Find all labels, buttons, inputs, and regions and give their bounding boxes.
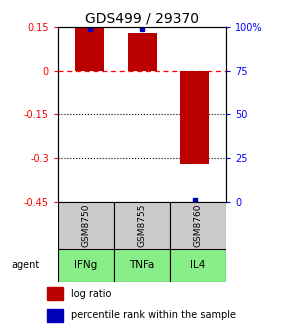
- Text: TNFa: TNFa: [129, 260, 155, 270]
- Text: percentile rank within the sample: percentile rank within the sample: [71, 310, 236, 321]
- Bar: [128, 33, 157, 71]
- Bar: [114, 202, 170, 249]
- Bar: [180, 71, 209, 164]
- Bar: [48, 288, 63, 300]
- Text: IFNg: IFNg: [75, 260, 98, 270]
- Text: GSM8750: GSM8750: [81, 203, 90, 247]
- Text: log ratio: log ratio: [71, 289, 111, 299]
- Text: IL4: IL4: [191, 260, 206, 270]
- Title: GDS499 / 29370: GDS499 / 29370: [85, 12, 199, 26]
- Bar: [75, 27, 104, 71]
- Bar: [48, 309, 63, 322]
- Text: GSM8755: GSM8755: [137, 203, 147, 247]
- Text: GSM8760: GSM8760: [194, 203, 203, 247]
- Bar: [58, 202, 114, 249]
- Bar: [170, 202, 226, 249]
- Text: agent: agent: [12, 260, 40, 270]
- Bar: [58, 249, 114, 282]
- Bar: [170, 249, 226, 282]
- Bar: [114, 249, 170, 282]
